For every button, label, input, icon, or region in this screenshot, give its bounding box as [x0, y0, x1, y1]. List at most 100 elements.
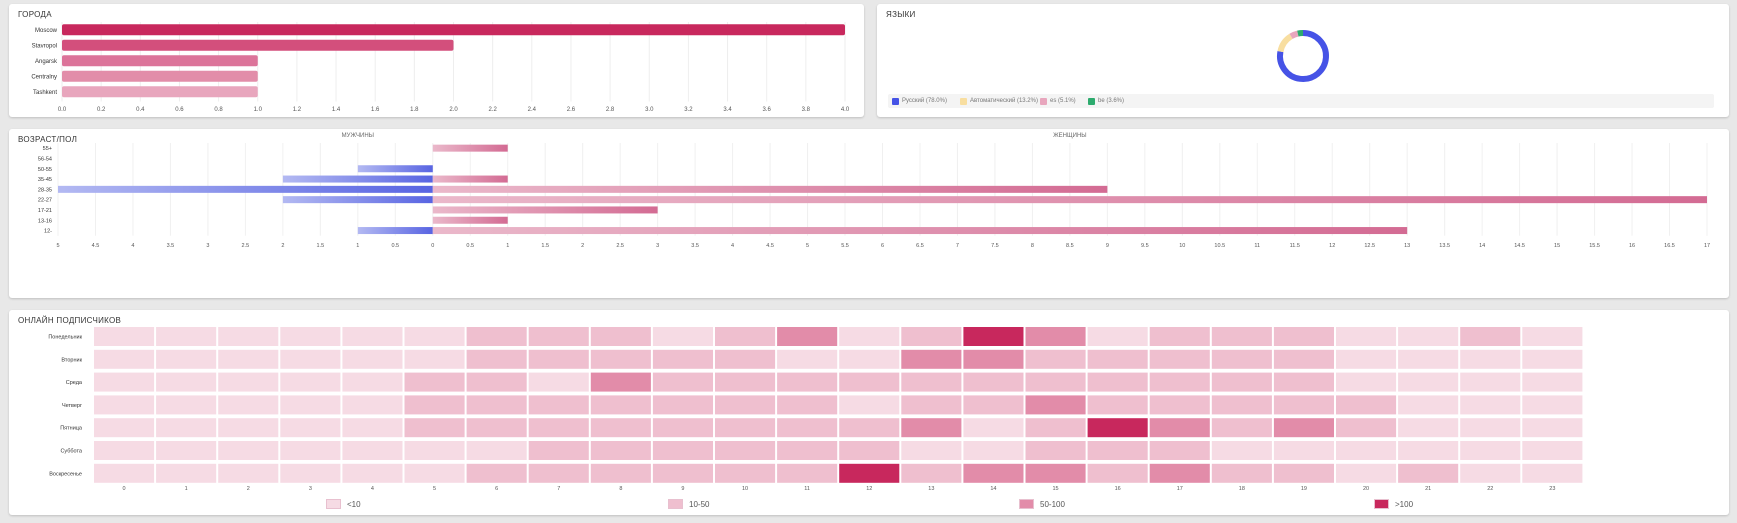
heatmap-cell: [715, 372, 776, 392]
heatmap-cell: [963, 372, 1024, 392]
heatmap-cell: [1149, 418, 1210, 438]
heatmap-column-label: 23: [1549, 486, 1555, 492]
heatmap-cell: [777, 327, 838, 346]
age-x-tick-label: 2.5: [616, 243, 624, 249]
heatmap-cell: [466, 463, 527, 483]
age-x-tick-label: 2: [581, 243, 584, 249]
cities-x-tick-label: 3.4: [723, 107, 732, 113]
heatmap-cell: [839, 463, 900, 483]
heatmap-column-label: 4: [371, 486, 374, 492]
heatmap-cell: [1149, 463, 1210, 483]
heatmap-column-label: 9: [681, 486, 684, 492]
age-x-tick-label: 4.5: [766, 243, 774, 249]
age-x-tick-label: 6.5: [916, 243, 924, 249]
heatmap-cell: [963, 463, 1024, 483]
heatmap-row-label: Среда: [66, 380, 83, 386]
cities-x-tick-label: 2.6: [567, 107, 576, 113]
heatmap-cell: [1149, 441, 1210, 460]
heatmap-cell: [1149, 372, 1210, 392]
heatmap-cell: [1336, 441, 1397, 460]
heatmap-row-label: Вторник: [61, 357, 82, 363]
male-bar: [282, 196, 433, 204]
heatmap-cell: [1460, 349, 1521, 369]
heatmap-legend: <10 10-50 50-100 >100: [9, 498, 1729, 512]
age-category-label: 13-16: [38, 218, 52, 224]
cities-category-label: Moscow: [35, 28, 58, 34]
heatmap-column-label: 1: [185, 486, 188, 492]
heatmap-cell: [590, 395, 651, 415]
heatmap-cell: [1087, 395, 1148, 415]
heatmap-cell: [652, 463, 713, 483]
age-x-tick-label: 16.5: [1664, 243, 1675, 249]
legend-label: <10: [347, 499, 361, 509]
age-x-tick-label: 6: [881, 243, 884, 249]
age-x-tick-label: 7: [956, 243, 959, 249]
heatmap-cell: [777, 395, 838, 415]
heatmap-cell: [963, 327, 1024, 346]
heatmap-cell: [1398, 441, 1459, 460]
heatmap-column-label: 19: [1301, 486, 1307, 492]
heatmap-cell: [1025, 349, 1086, 369]
age-gender-card: ВОЗРАСТ/ПОЛ 5 4.5 4 3.5 3 2.5 2 1.5 1 0.5 0 0.5 1 1.5…: [9, 129, 1729, 298]
heatmap-cell: [777, 418, 838, 438]
heatmap-cell: [590, 418, 651, 438]
heatmap-column-label: 20: [1363, 486, 1369, 492]
legend-label: >100: [1395, 499, 1414, 509]
languages-card: ЯЗЫКИ Русский (78.0%) Автоматический (13.…: [877, 4, 1729, 117]
heatmap-cell: [901, 349, 962, 369]
cities-bar: [62, 70, 258, 82]
heatmap-cell: [156, 441, 217, 460]
heatmap-cell: [280, 395, 341, 415]
languages-legend-item[interactable]: be (3.6%): [1088, 94, 1124, 108]
legend-swatch: [668, 499, 683, 509]
cities-bar-chart: 0.0 0.2 0.4 0.6 0.8 1.0 1.2 1.4 1.6 1.8 2.0 2.2 2.4 2…: [31, 22, 850, 113]
heatmap-column-label: 14: [990, 486, 996, 492]
heatmap-cell: [590, 327, 651, 346]
heatmap-cell: [1460, 418, 1521, 438]
cities-x-tick-label: 1.4: [332, 107, 341, 113]
languages-legend-item[interactable]: Русский (78.0%): [892, 94, 947, 108]
heatmap-column-label: 16: [1115, 486, 1121, 492]
cities-bar: [62, 86, 258, 98]
heatmap-cell: [1273, 441, 1334, 460]
age-category-label: 12-: [44, 229, 52, 235]
heatmap-column-label: 13: [928, 486, 934, 492]
heatmap-cell: [901, 441, 962, 460]
cities-x-tick-label: 0.8: [214, 107, 223, 113]
legend-label: 10-50: [689, 499, 710, 509]
male-bar: [282, 175, 433, 183]
heatmap-cell: [1087, 418, 1148, 438]
heatmap-cell: [1087, 463, 1148, 483]
heatmap-cell: [1149, 395, 1210, 415]
heatmap-cell: [1336, 327, 1397, 346]
heatmap-cell: [839, 372, 900, 392]
cities-x-tick-label: 1.0: [254, 107, 263, 113]
heatmap-cell: [590, 349, 651, 369]
online-heatmap: Понедельник Вторник Среда Четверг Пятница Суб…: [48, 327, 1583, 492]
age-category-label: 22-27: [38, 198, 52, 204]
heatmap-cell: [1460, 395, 1521, 415]
heatmap-row-label: Понедельник: [48, 335, 82, 341]
heatmap-cell: [342, 395, 403, 415]
heatmap-row-label: Суббота: [60, 449, 82, 455]
age-x-tick-label: 11: [1254, 243, 1260, 249]
languages-legend-item[interactable]: es (5.1%): [1040, 94, 1076, 108]
languages-donut-slice: [1297, 30, 1304, 37]
cities-x-tick-label: 0.4: [136, 107, 145, 113]
languages-legend-item[interactable]: Автоматический (13.2%): [960, 94, 1038, 108]
age-x-tick-label: 5.5: [841, 243, 849, 249]
heatmap-cell: [901, 327, 962, 346]
female-bar: [432, 185, 1108, 193]
cities-title: ГОРОДА: [18, 10, 52, 19]
heatmap-cell: [1460, 463, 1521, 483]
heatmap-cell: [590, 441, 651, 460]
age-x-tick-label: 10.5: [1214, 243, 1225, 249]
heatmap-cell: [1211, 441, 1272, 460]
heatmap-legend-item: <10: [326, 498, 361, 510]
heatmap-cell: [777, 349, 838, 369]
heatmap-cell: [901, 418, 962, 438]
female-series-label: ЖЕНЩИНЫ: [1053, 133, 1086, 139]
legend-swatch: [1040, 97, 1047, 105]
heatmap-cell: [1211, 463, 1272, 483]
heatmap-cell: [1025, 418, 1086, 438]
